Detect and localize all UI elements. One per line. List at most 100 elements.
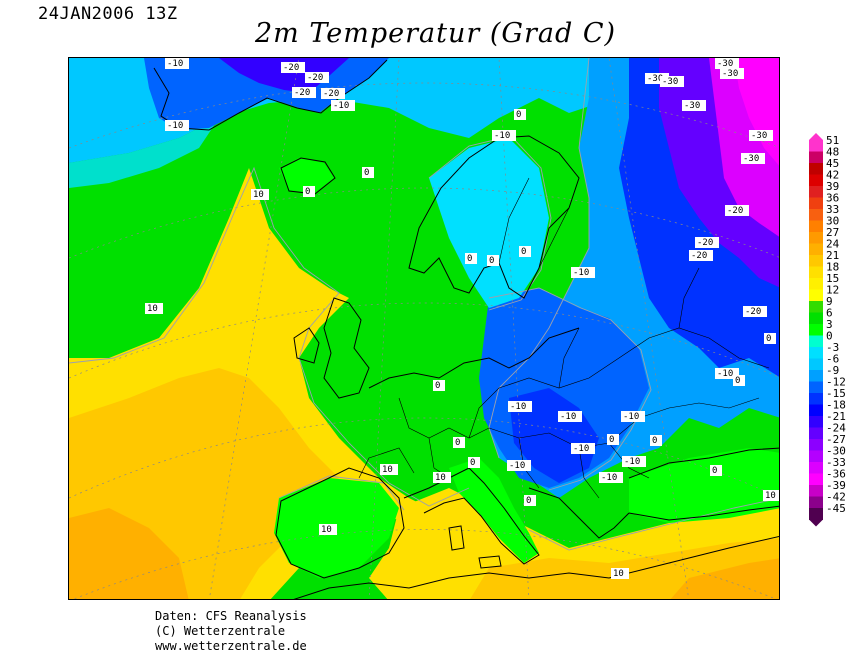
legend-color-swatch [809, 416, 823, 428]
isotherm-label: -30 [741, 153, 765, 164]
legend-color-swatch [809, 243, 823, 256]
svg-text:0: 0 [305, 187, 310, 197]
italy-region [449, 458, 539, 563]
greenland-very-cold [219, 58, 349, 93]
isotherm-label: -10 [492, 130, 516, 141]
isotherm-label: 10 [380, 464, 398, 475]
svg-text:-20: -20 [745, 307, 761, 317]
legend-label: 36 [826, 192, 839, 205]
isotherm-label: 0 [487, 255, 499, 266]
isotherm-label: -10 [622, 456, 646, 467]
iceland [279, 158, 334, 193]
svg-text:0: 0 [712, 466, 717, 476]
legend-label: 15 [826, 272, 839, 285]
isotherm-label: -10 [165, 120, 189, 131]
legend-color-swatch [809, 450, 823, 463]
isotherm-label: -20 [695, 237, 719, 248]
turkey-region [629, 448, 779, 523]
svg-text:-10: -10 [573, 444, 589, 454]
legend-color-swatch [809, 255, 823, 267]
svg-text:-10: -10 [167, 59, 183, 69]
legend-color-swatch [809, 220, 823, 233]
isotherm-label: 10 [763, 490, 779, 501]
legend-label: -39 [826, 479, 846, 492]
legend-color-swatch [809, 485, 823, 497]
svg-text:-10: -10 [494, 131, 510, 141]
color-scale-svg: 51484542393633302724211815129630-3-6-9-1… [809, 133, 846, 527]
isotherm-label: -10 [715, 368, 739, 379]
legend-label: 48 [826, 146, 839, 159]
svg-text:-30: -30 [751, 131, 767, 141]
legend-label: 0 [826, 330, 833, 343]
isotherm-label: -20 [725, 205, 749, 216]
svg-text:-10: -10 [573, 268, 589, 278]
svg-text:-20: -20 [283, 63, 299, 73]
isotherm-label: -20 [321, 88, 345, 99]
isotherm-label: 0 [710, 465, 722, 476]
legend-color-swatch [809, 324, 823, 336]
svg-text:-20: -20 [691, 251, 707, 261]
isotherm-label: -10 [507, 460, 531, 471]
isotherm-label: 10 [251, 189, 269, 200]
map-date: 24JAN2006 13Z [38, 4, 178, 24]
svg-text:0: 0 [489, 256, 494, 266]
svg-text:-10: -10 [624, 457, 640, 467]
svg-text:10: 10 [147, 304, 158, 314]
legend-color-swatch [809, 197, 823, 210]
scandinavia-cool [429, 138, 549, 308]
svg-text:-30: -30 [722, 69, 738, 79]
isotherm-label: -10 [621, 411, 645, 422]
legend-label: -45 [826, 502, 846, 515]
isotherm-label: -10 [508, 401, 532, 412]
legend-label: -18 [826, 399, 846, 412]
legend-label: -42 [826, 491, 846, 504]
isotherm-label: -10 [599, 472, 623, 483]
svg-text:0: 0 [455, 438, 460, 448]
legend-color-swatch [809, 140, 823, 152]
legend-color-swatch [809, 209, 823, 221]
legend-color-swatch [809, 151, 823, 164]
legend-label: 42 [826, 169, 839, 182]
legend-color-swatch [809, 312, 823, 325]
isotherm-label: 0 [764, 333, 776, 344]
legend-label: -30 [826, 445, 846, 458]
legend-label: 27 [826, 226, 839, 239]
legend-label: -3 [826, 341, 839, 354]
svg-text:-10: -10 [167, 121, 183, 131]
isotherm-label: 0 [514, 109, 526, 120]
map-title: 2m Temperatur (Grad C) [255, 18, 617, 49]
credits-data-source: Daten: CFS Reanalysis [155, 609, 307, 623]
legend-color-swatch [809, 289, 823, 302]
svg-text:-10: -10 [601, 473, 617, 483]
legend-color-swatch [809, 232, 823, 244]
legend-label: 9 [826, 295, 833, 308]
legend-color-swatch [809, 335, 823, 348]
isotherm-label: 0 [433, 380, 445, 391]
legend-color-swatch [809, 393, 823, 405]
legend-label: -27 [826, 433, 846, 446]
legend-color-swatch [809, 370, 823, 382]
legend-label: 18 [826, 261, 839, 274]
svg-text:0: 0 [652, 436, 657, 446]
svg-text:0: 0 [470, 458, 475, 468]
legend-bottom-arrow [809, 519, 823, 527]
isotherm-label: -20 [305, 72, 329, 83]
legend-color-swatch [809, 439, 823, 451]
legend-label: 45 [826, 157, 839, 170]
graticule [69, 58, 779, 599]
isotherm-label: 0 [468, 457, 480, 468]
color-scale-legend: 51 48 45 42 39 36 33 30 27 24 21 18 15 12 9 6 3 0 -3 -6 -9 -1… [806, 132, 846, 532]
svg-text:-30: -30 [743, 154, 759, 164]
svg-text:0: 0 [516, 110, 521, 120]
coastlines [153, 59, 779, 599]
isotherm-label: -30 [715, 58, 739, 69]
legend-label: 30 [826, 215, 839, 228]
isotherm-label: -30 [645, 73, 669, 84]
isotherm-label: -30 [682, 100, 706, 111]
legend-color-swatch [809, 473, 823, 486]
legend-label: 39 [826, 180, 839, 193]
legend-color-swatch [809, 508, 823, 520]
legend-label: -15 [826, 387, 846, 400]
isotherm-label: -30 [749, 130, 773, 141]
isotherm-label: 0 [362, 167, 374, 178]
